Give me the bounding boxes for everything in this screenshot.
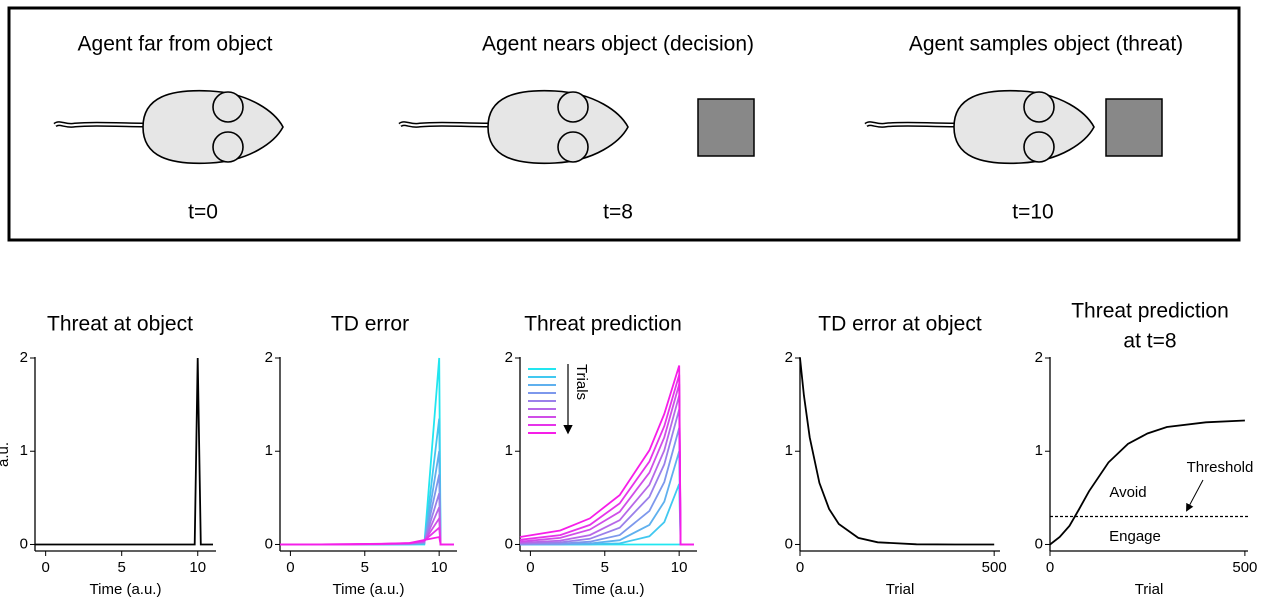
x-axis-label: Time (a.u.) — [333, 581, 405, 598]
x-tick-label: 5 — [118, 559, 126, 576]
y-tick-label: 2 — [20, 349, 28, 366]
annotation-arrow — [1186, 479, 1204, 512]
mouse-tail-inner — [865, 122, 957, 127]
x-tick-label: 10 — [189, 559, 206, 576]
series-line — [279, 535, 454, 546]
y-tick-label: 1 — [785, 442, 793, 459]
y-tick-label: 0 — [265, 535, 273, 552]
y-tick-label: 2 — [1035, 349, 1043, 366]
y-tick-label: 1 — [505, 442, 513, 459]
x-tick-label: 10 — [431, 559, 448, 576]
y-tick-label: 0 — [785, 535, 793, 552]
annotation: Engage — [1109, 528, 1161, 545]
x-tick-label: 5 — [361, 559, 369, 576]
mouse-tail-inner — [399, 122, 491, 127]
y-tick-label: 0 — [1035, 535, 1043, 552]
y-tick-label: 0 — [505, 535, 513, 552]
y-tick-label: 2 — [785, 349, 793, 366]
object — [697, 98, 755, 157]
legend-label: Trials — [573, 364, 590, 400]
chart-title: at t=8 — [1123, 330, 1176, 353]
y-tick-label: 2 — [265, 349, 273, 366]
scene-frame — [7, 6, 1241, 242]
y-tick-label: 1 — [20, 442, 28, 459]
y-tick-label: 1 — [265, 442, 273, 459]
chart-title: TD error at object — [818, 313, 982, 336]
series-line — [1049, 419, 1245, 546]
annotation: Avoid — [1109, 484, 1146, 501]
scene-time: t=0 — [188, 201, 218, 224]
chart-title: TD error — [331, 313, 409, 336]
scene-title: Agent nears object (decision) — [482, 33, 754, 56]
mouse-ear — [212, 131, 244, 163]
annotation: Threshold — [1187, 459, 1254, 476]
chart-title: Threat prediction — [524, 313, 682, 336]
object — [1105, 98, 1163, 157]
scene-time: t=10 — [1012, 201, 1053, 224]
series-line — [35, 357, 213, 546]
series-line — [799, 357, 995, 546]
x-tick-label: 5 — [601, 559, 609, 576]
mouse-body — [953, 89, 1095, 165]
chart-title: Threat prediction — [1071, 300, 1229, 323]
series-line — [520, 483, 694, 546]
scene-title: Agent samples object (threat) — [909, 33, 1183, 56]
mouse — [398, 89, 629, 165]
mouse-body — [142, 89, 284, 165]
x-axis-label: Time (a.u.) — [573, 581, 645, 598]
chart-title: Threat at object — [47, 313, 193, 336]
x-tick-label: 0 — [41, 559, 49, 576]
scene-time: t=8 — [603, 201, 633, 224]
x-tick-label: 0 — [1046, 559, 1054, 576]
x-axis-label: Time (a.u.) — [90, 581, 162, 598]
y-tick-label: 2 — [505, 349, 513, 366]
mouse-ear — [212, 91, 244, 123]
x-tick-label: 500 — [982, 559, 1007, 576]
x-tick-label: 500 — [1232, 559, 1257, 576]
mouse — [864, 89, 1095, 165]
mouse-ear — [1023, 131, 1055, 163]
x-tick-label: 0 — [796, 559, 804, 576]
x-tick-label: 0 — [526, 559, 534, 576]
x-tick-label: 0 — [286, 559, 294, 576]
x-axis-label: Trial — [1135, 581, 1164, 598]
mouse-ear — [557, 91, 589, 123]
scene-title: Agent far from object — [78, 33, 273, 56]
y-tick-label: 1 — [1035, 442, 1043, 459]
x-axis-label: Trial — [886, 581, 915, 598]
series-line — [519, 450, 694, 546]
y-tick-label: 0 — [20, 535, 28, 552]
mouse-ear — [557, 131, 589, 163]
y-axis-label: a.u. — [0, 442, 12, 467]
mouse-tail-inner — [54, 122, 146, 127]
x-tick-label: 10 — [671, 559, 688, 576]
mouse — [53, 89, 284, 165]
mouse-body — [487, 89, 629, 165]
mouse-ear — [1023, 91, 1055, 123]
series-line — [519, 365, 694, 546]
series-line — [519, 409, 694, 546]
